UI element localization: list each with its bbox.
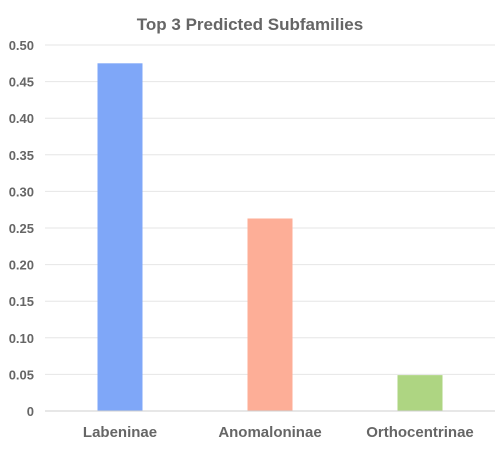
chart-title: Top 3 Predicted Subfamilies	[137, 15, 363, 34]
x-tick-label: Labeninae	[83, 424, 157, 441]
y-tick-label: 0.25	[9, 221, 34, 236]
y-tick-label: 0.15	[9, 294, 34, 309]
y-tick-label: 0.10	[9, 331, 34, 346]
y-tick-label: 0.40	[9, 111, 34, 126]
x-tick-label: Anomaloninae	[218, 424, 321, 441]
y-tick-label: 0.30	[9, 184, 34, 199]
x-tick-label: Orthocentrinae	[366, 424, 474, 441]
y-tick-label: 0.20	[9, 258, 34, 273]
bar-orthocentrinae[interactable]	[397, 375, 443, 411]
y-tick-label: 0.35	[9, 148, 34, 163]
y-tick-label: 0	[27, 404, 34, 419]
y-tick-label: 0.45	[9, 75, 34, 90]
y-tick-label: 0.05	[9, 367, 34, 382]
y-axis: 0 0.05 0.10 0.15 0.20 0.25 0.30 0.35 0.40 0.45 0.5…	[9, 38, 34, 419]
y-tick-label: 0.50	[9, 38, 34, 53]
x-axis: Labeninae Anomaloninae Orthocentrinae	[45, 410, 495, 441]
bars	[97, 63, 443, 412]
bar-anomaloninae[interactable]	[247, 218, 293, 411]
bar-labeninae[interactable]	[97, 63, 143, 412]
